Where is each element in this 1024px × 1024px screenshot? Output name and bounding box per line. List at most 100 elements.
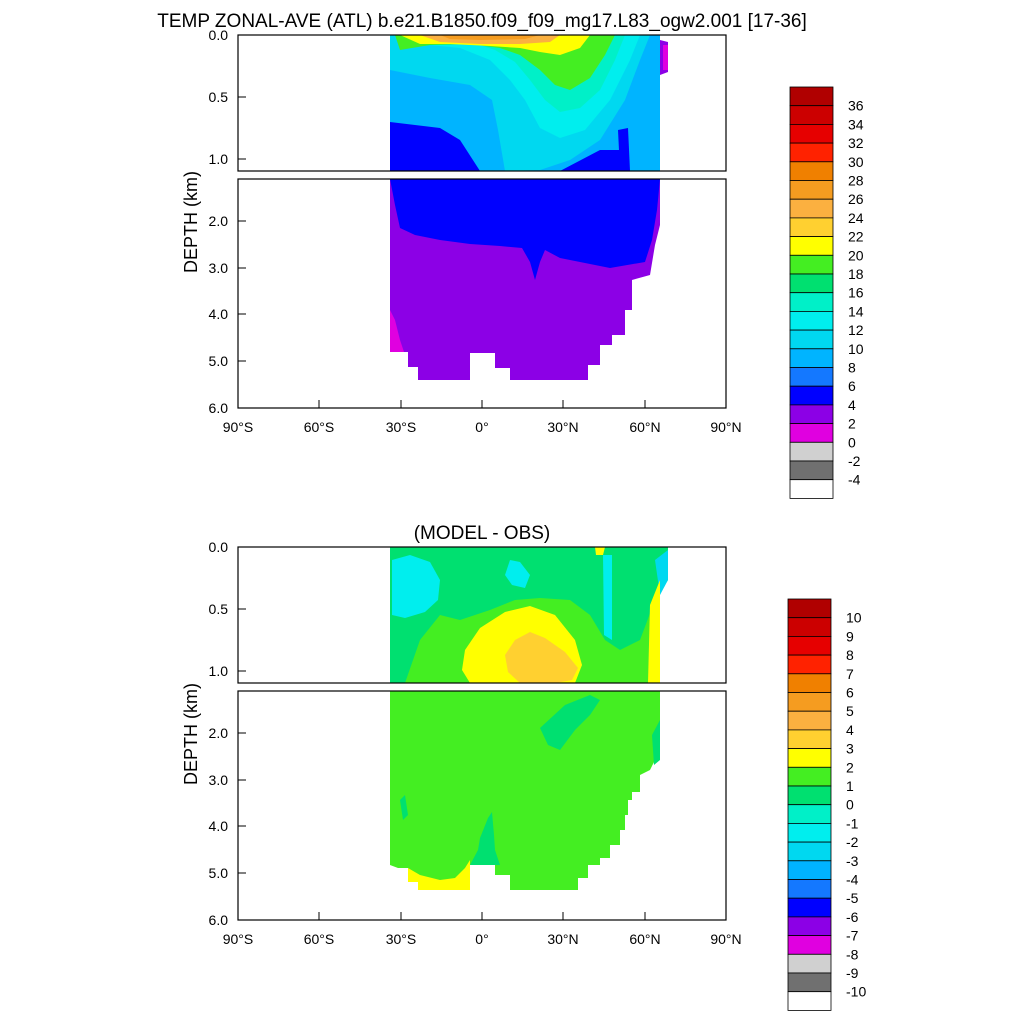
y-tick-label: 0.0: [209, 539, 229, 555]
colorbar-label: 6: [846, 685, 854, 701]
x-tick-label: 90°N: [710, 419, 741, 435]
colorbar-label: 14: [848, 303, 864, 319]
y-tick-label: 1.0: [209, 151, 229, 167]
colorbar-label: -5: [846, 890, 859, 906]
y-tick-label: 2.0: [209, 725, 229, 741]
colorbar-swatch: [789, 367, 834, 387]
colorbar-swatch: [787, 748, 832, 768]
y-tick-label: 5.0: [209, 865, 229, 881]
y-tick-label: 5.0: [209, 353, 229, 369]
y-axis-label: DEPTH (km): [181, 171, 201, 273]
bottom-region-2to3-east: [648, 580, 660, 683]
top-lower-field: [390, 179, 660, 380]
colorbar-swatch: [789, 441, 834, 462]
top-xticks: 90°S 60°S 30°S 0° 30°N 60°N 90°N: [223, 400, 742, 435]
y-tick-label: 0.5: [209, 601, 229, 617]
y-tick-label: 0.5: [209, 89, 229, 105]
colorbar-label: -2: [846, 834, 859, 850]
top-upper-field: [390, 35, 668, 171]
colorbar-label: 36: [848, 98, 864, 114]
colorbar-swatch: [789, 423, 834, 443]
colorbar-label: -6: [846, 909, 859, 925]
colorbar-swatch: [789, 105, 834, 125]
colorbar-label: 30: [848, 154, 864, 170]
y-tick-label: 3.0: [209, 260, 229, 276]
colorbar-label: 18: [848, 266, 864, 282]
colorbar-swatch: [789, 479, 834, 499]
top-upper-axes-frame: [237, 34, 727, 172]
top-region-28to30: [440, 35, 540, 40]
colorbar-label: 24: [848, 210, 864, 226]
y-axis-label: DEPTH (km): [181, 683, 201, 785]
colorbar-swatch: [787, 598, 832, 619]
x-tick-label: 30°N: [547, 419, 578, 435]
y-tick-label: 4.0: [209, 818, 229, 834]
colorbar-swatch: [787, 879, 832, 899]
colorbar-swatch: [787, 766, 832, 787]
y-tick-label: 0.0: [209, 27, 229, 43]
bottom-region-3to4: [505, 632, 578, 683]
bottom-region-2to3-surface: [595, 547, 605, 555]
colorbar-swatch: [787, 729, 832, 750]
chart-title: TEMP ZONAL-AVE (ATL) b.e21.B1850.f09_f09…: [157, 11, 807, 32]
x-tick-label: 60°N: [629, 419, 660, 435]
colorbar-label: 10: [846, 610, 862, 626]
colorbar-label: 28: [848, 173, 864, 189]
y-tick-label: 1.0: [209, 663, 229, 679]
x-tick-label: 0°: [475, 931, 488, 947]
colorbar-swatch: [787, 692, 832, 712]
colorbar-swatch: [789, 86, 834, 107]
colorbar-label: 0: [846, 797, 854, 813]
x-tick-label: 30°S: [386, 931, 417, 947]
bottom-upper-field: [390, 547, 668, 683]
colorbar-label: 16: [848, 285, 864, 301]
colorbar-swatch: [787, 991, 832, 1011]
colorbar-label: 4: [848, 397, 856, 413]
colorbar-label: -1: [846, 815, 859, 831]
y-tick-label: 3.0: [209, 772, 229, 788]
colorbar-label: 10: [848, 341, 864, 357]
colorbar-label: -10: [846, 984, 866, 1000]
colorbar-label: 2: [846, 759, 854, 775]
colorbar-label: 3: [846, 741, 854, 757]
bottom-upper-axes-frame: [237, 546, 727, 684]
colorbar-swatch: [787, 804, 832, 824]
bottom-region-0to1: [390, 547, 668, 683]
colorbar-label: -3: [846, 853, 859, 869]
colorbar-label: -4: [846, 872, 859, 888]
bottom-region-2to3-floor: [408, 860, 470, 890]
colorbar-label: 1: [846, 778, 854, 794]
bottom-yticks: 0.0 0.5 1.0 2.0 3.0 4.0 5.0 6.0: [209, 539, 246, 928]
colorbar-label: -2: [848, 453, 861, 469]
colorbar-swatch: [787, 860, 832, 880]
colorbar-label: 22: [848, 229, 864, 245]
colorbar-swatch: [787, 617, 832, 637]
colorbar-swatch: [789, 180, 834, 200]
colorbar-swatch: [787, 823, 832, 843]
colorbar-swatch: [789, 217, 834, 237]
colorbar-swatch: [787, 785, 832, 806]
colorbar-label: 34: [848, 116, 864, 132]
colorbar-swatch: [789, 404, 834, 424]
colorbar-swatch: [789, 198, 834, 219]
bottom-region-0to1-east: [652, 720, 660, 765]
x-tick-label: 60°S: [304, 931, 335, 947]
x-tick-label: 90°S: [223, 931, 254, 947]
colorbar-swatch: [789, 310, 834, 331]
bottom-region-neg2to0-b: [505, 560, 530, 588]
colorbar-label: 32: [848, 135, 864, 151]
y-tick-label: 2.0: [209, 213, 229, 229]
colorbar-label: 6: [848, 378, 856, 394]
bottom-lower-field: [390, 691, 660, 890]
y-tick-label: 4.0: [209, 306, 229, 322]
x-tick-label: 90°S: [223, 419, 254, 435]
colorbar-swatch: [789, 124, 834, 144]
x-tick-label: 30°S: [386, 419, 417, 435]
colorbar-swatch: [787, 953, 832, 974]
colorbar-swatch: [787, 710, 832, 731]
bottom-region-0to1-deep: [540, 695, 600, 750]
colorbar-swatch: [789, 236, 834, 256]
colorbar-label: 2: [848, 416, 856, 432]
top-region-blue-tongue: [618, 128, 630, 171]
